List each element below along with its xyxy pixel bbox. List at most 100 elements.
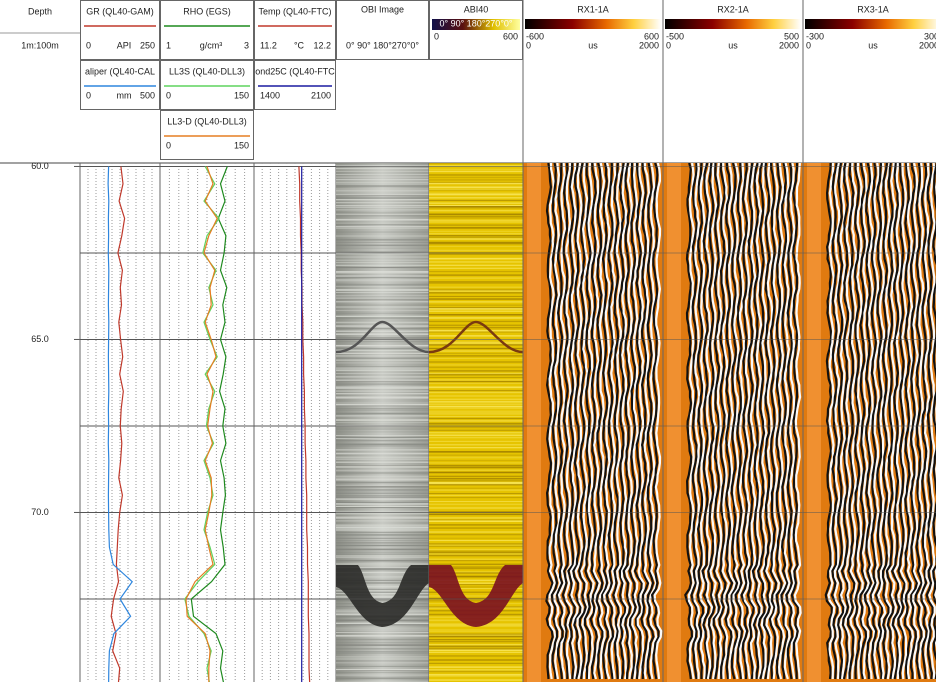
wave-stripe: [861, 163, 871, 680]
wave-stripe: [846, 163, 856, 680]
image-streak: [336, 674, 429, 676]
image-streak: [429, 270, 523, 273]
image-streak: [429, 572, 523, 574]
time-max: 2000: [779, 40, 799, 50]
header-cell: [254, 60, 336, 110]
image-streak: [336, 469, 429, 472]
image-streak: [336, 458, 429, 460]
image-streak: [429, 361, 523, 363]
image-streak: [336, 185, 429, 187]
wave-stripe: [724, 163, 734, 680]
wave-stripe: [555, 163, 564, 680]
image-streak: [429, 477, 523, 480]
image-streak: [336, 553, 429, 556]
image-streak: [336, 534, 429, 536]
wave-stripe: [684, 163, 694, 680]
wave-stripe: [709, 163, 719, 680]
depth-label: 70.0: [31, 507, 49, 517]
image-streak: [336, 490, 429, 492]
wave-title: RX3-1A: [857, 4, 889, 14]
image-streak: [336, 276, 429, 278]
wave-stripe: [770, 163, 781, 680]
image-streak: [429, 341, 523, 343]
amp-min: -600: [526, 31, 544, 41]
image-streak: [429, 454, 523, 456]
image-streak: [429, 304, 523, 306]
scale-unit: °C: [294, 40, 305, 50]
image-streak: [429, 274, 523, 276]
image-streak: [429, 595, 523, 597]
image-streak: [336, 566, 429, 569]
image-streak: [336, 477, 429, 479]
image-streak: [429, 420, 523, 422]
wave-stripe: [618, 163, 627, 680]
image-streak: [336, 419, 429, 421]
image-streak: [336, 651, 429, 653]
image-streak: [336, 201, 429, 204]
image-streak: [336, 658, 429, 660]
image-streak: [336, 501, 429, 504]
image-streak: [336, 641, 429, 644]
scale-min: 0: [166, 140, 171, 150]
image-streak: [429, 288, 523, 291]
time-min: 0: [526, 40, 531, 50]
wave-stripe: [925, 163, 934, 680]
wave-stripe: [762, 163, 771, 680]
image-streak: [336, 526, 429, 528]
image-streak: [429, 644, 523, 646]
wave-stripe: [932, 163, 936, 680]
image-streak: [336, 195, 429, 197]
wave-stripe: [920, 163, 928, 680]
image-streak: [336, 465, 429, 467]
image-streak: [429, 591, 523, 593]
scale-max: 150: [234, 140, 249, 150]
image-streak: [336, 445, 429, 447]
wave-stripe: [732, 163, 741, 680]
image-streak: [336, 178, 429, 181]
image-streak: [429, 215, 523, 217]
image-streak: [336, 359, 429, 362]
image-streak: [336, 440, 429, 442]
image-streak: [336, 572, 429, 574]
image-streak: [429, 456, 523, 459]
image-streak: [336, 665, 429, 667]
image-streak: [336, 576, 429, 578]
wave-stripe: [899, 163, 908, 680]
image-streak: [336, 510, 429, 513]
image-streak: [429, 370, 523, 372]
image-streak: [429, 651, 523, 654]
image-streak: [429, 207, 523, 209]
image-streak: [336, 306, 429, 308]
image-streak: [336, 266, 429, 269]
image-streak: [336, 357, 429, 359]
image-streak: [336, 505, 429, 507]
image-streak: [429, 539, 523, 542]
image-streak: [336, 189, 429, 192]
image-streak: [336, 529, 429, 531]
image-streak: [336, 355, 429, 357]
image-streak: [429, 186, 523, 189]
wave-stripe: [598, 163, 607, 680]
image-streak: [429, 630, 523, 633]
wave-stripe: [577, 163, 587, 680]
image-streak: [336, 352, 429, 354]
image-streak: [336, 537, 429, 539]
image-streak: [336, 181, 429, 184]
image-streak: [429, 310, 523, 312]
image-streak: [429, 579, 523, 582]
image-streak: [429, 170, 523, 173]
wave-stripe: [605, 163, 615, 680]
wave-stripe: [922, 163, 931, 680]
amp-max: 300: [924, 31, 936, 41]
image-streak: [336, 559, 429, 562]
time-unit: us: [868, 40, 878, 50]
image-streak: [429, 163, 523, 165]
image-streak: [429, 494, 523, 496]
wave-stripe: [726, 163, 736, 679]
image-streak: [429, 600, 523, 602]
image-streak: [336, 315, 429, 317]
image-streak: [429, 257, 523, 260]
image-streak: [336, 677, 429, 680]
image-streak: [429, 209, 523, 212]
scale-min: 0: [166, 90, 171, 100]
